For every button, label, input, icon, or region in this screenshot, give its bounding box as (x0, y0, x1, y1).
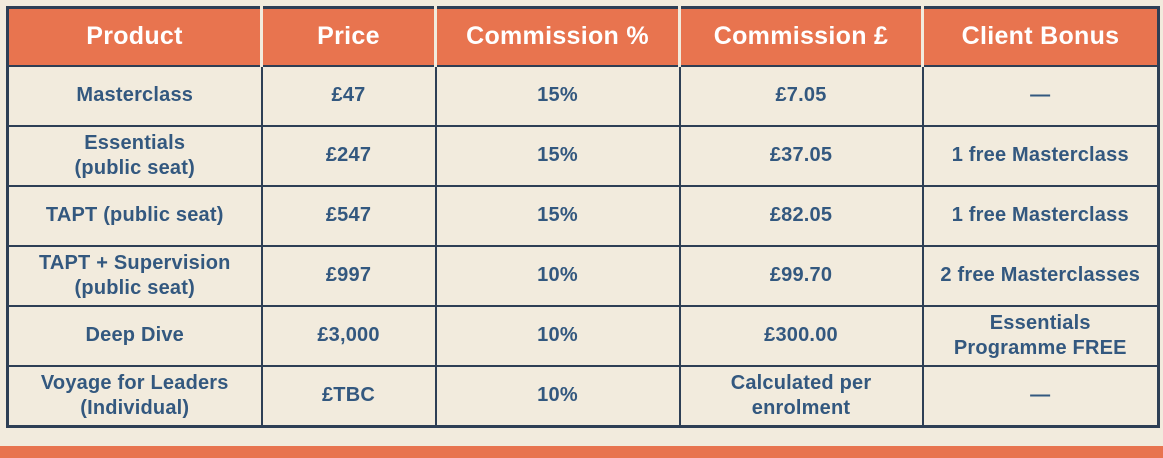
cell-commission-percent: 10% (434, 364, 681, 427)
cell-product: Voyage for Leaders (Individual) (6, 364, 263, 427)
header-cell-commission-percent: Commission % (434, 7, 681, 67)
cell-product: Masterclass (6, 64, 263, 127)
cell-price: £47 (260, 64, 437, 127)
cell-product: Deep Dive (6, 304, 263, 367)
commission-table: Product Price Commission % Commission £ … (6, 6, 1160, 428)
cell-commission-pounds: £300.00 (678, 304, 924, 367)
cell-commission-pounds: £82.05 (678, 184, 924, 247)
cell-commission-percent: 15% (434, 124, 681, 187)
cell-product: TAPT + Supervision (public seat) (6, 244, 263, 307)
header-cell-product: Product (7, 7, 263, 67)
cell-commission-pounds: Calculated per enrolment (678, 364, 924, 427)
cell-price: £247 (260, 124, 437, 187)
table-header-row: Product Price Commission % Commission £ … (7, 7, 1159, 67)
cell-client-bonus: 2 free Masterclasses (921, 244, 1160, 307)
header-cell-commission-pounds: Commission £ (678, 7, 924, 67)
cell-price: £3,000 (260, 304, 437, 367)
cell-client-bonus: — (921, 64, 1160, 127)
cell-commission-percent: 15% (434, 64, 681, 127)
cell-commission-pounds: £7.05 (678, 64, 924, 127)
cell-price: £997 (260, 244, 437, 307)
cell-product: TAPT (public seat) (6, 184, 263, 247)
table-row: Essentials (public seat) £247 15% £37.05… (6, 124, 1160, 187)
cell-commission-pounds: £37.05 (678, 124, 924, 187)
bottom-accent-bar (0, 446, 1163, 458)
cell-client-bonus: — (921, 364, 1160, 427)
header-cell-price: Price (260, 7, 437, 67)
cell-client-bonus: 1 free Masterclass (921, 184, 1160, 247)
cell-price: £547 (260, 184, 437, 247)
table-row: Masterclass £47 15% £7.05 — (6, 64, 1160, 127)
cell-price: £TBC (260, 364, 437, 427)
table-row: TAPT (public seat) £547 15% £82.05 1 fre… (6, 184, 1160, 247)
header-cell-client-bonus: Client Bonus (921, 7, 1159, 67)
cell-commission-pounds: £99.70 (678, 244, 924, 307)
table-row: Voyage for Leaders (Individual) £TBC 10%… (6, 364, 1160, 427)
cell-commission-percent: 10% (434, 244, 681, 307)
cell-commission-percent: 15% (434, 184, 681, 247)
table-row: Deep Dive £3,000 10% £300.00 Essentials … (6, 304, 1160, 367)
cell-commission-percent: 10% (434, 304, 681, 367)
cell-client-bonus: 1 free Masterclass (921, 124, 1160, 187)
cell-client-bonus: Essentials Programme FREE (921, 304, 1160, 367)
table-row: TAPT + Supervision (public seat) £997 10… (6, 244, 1160, 307)
cell-product: Essentials (public seat) (6, 124, 263, 187)
